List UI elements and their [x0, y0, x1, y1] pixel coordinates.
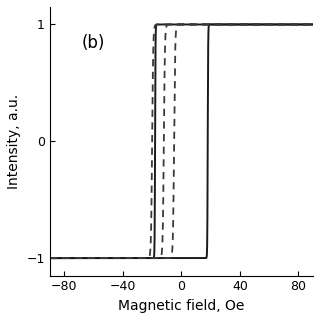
X-axis label: Magnetic field, Oe: Magnetic field, Oe	[118, 299, 244, 313]
Text: (b): (b)	[81, 34, 105, 52]
Y-axis label: Intensity, a.u.: Intensity, a.u.	[7, 94, 21, 189]
